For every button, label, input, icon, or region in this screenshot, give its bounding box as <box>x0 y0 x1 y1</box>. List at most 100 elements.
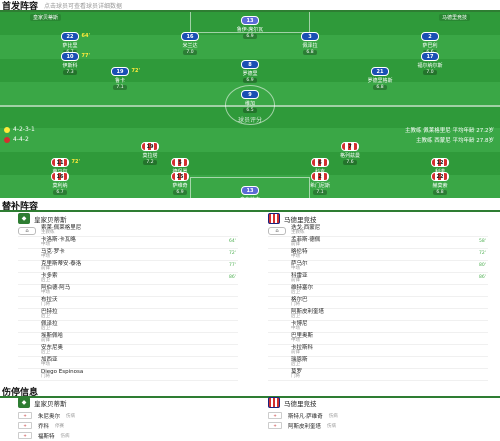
jersey-icon: 8 <box>241 60 259 69</box>
sub-player-row[interactable]: 23 Diego Espinosa 门将 <box>18 369 238 381</box>
sub-player-row[interactable]: 14 略伦特 中场 72' <box>268 249 488 261</box>
home-player[interactable]: 21 罗德里格斯 6.8 <box>345 67 415 90</box>
injury-reason: 伤病 <box>60 433 70 439</box>
sub-player-row[interactable]: 30 安东尼奥 后卫 <box>18 345 238 357</box>
away-team-label: 马德里竞技 <box>438 14 470 21</box>
sub-name: 萨乌尔 <box>291 260 308 267</box>
jersey-icon: 19 72' <box>111 67 140 76</box>
away-player[interactable]: 2 希门尼斯 7.1 <box>285 172 355 195</box>
sub-player-row[interactable]: 5 巴特拉 后卫 <box>18 309 238 321</box>
jersey-number: 19 <box>116 68 124 75</box>
injury-icon: + <box>18 432 32 439</box>
sub-number: 6 <box>25 275 29 282</box>
jersey-number: 8 <box>248 61 252 68</box>
sub-position: 中场 <box>291 266 300 271</box>
away-player[interactable]: 7 格列兹曼 7.6 <box>315 142 385 165</box>
away-formation: 4-4-2 <box>4 136 29 143</box>
home-player[interactable]: 17 福尔纳尔斯 7.0 <box>395 52 465 75</box>
player-rating: 7.1 <box>313 190 327 195</box>
sub-player-row[interactable]: 27 加西亚 中场 <box>18 357 238 369</box>
home-player[interactable]: 8 罗德里 6.9 <box>215 60 285 83</box>
sub-name-block: 科雷亚 前锋 <box>291 273 308 284</box>
home-player[interactable]: 9 维加 6.5 <box>215 90 285 113</box>
sub-player-row[interactable]: ⌂ 迭戈·西蒙尼 主教练 <box>268 225 488 237</box>
sub-number: 20 <box>273 287 281 294</box>
sub-name: 巴里奥斯 <box>291 332 314 339</box>
sub-player-row[interactable]: 21 卡拉斯科 前锋 <box>268 345 488 357</box>
sub-player-row[interactable]: 18 巴里奥斯 中场 <box>268 333 488 345</box>
sub-number: 1 <box>25 299 29 306</box>
sub-player-row[interactable]: 11 卡洛斯·卡瓦略 中场 64' <box>18 237 238 249</box>
injuries-home-team: 皇家贝蒂斯 <box>34 399 67 408</box>
jersey-number: 21 <box>376 68 384 75</box>
jersey-number: 17 <box>426 53 434 60</box>
jersey-icon: 19 <box>141 142 159 151</box>
sub-player-row[interactable]: 4 卡博尼 中场 <box>268 321 488 333</box>
sub-player-row[interactable]: ⌂ 索莱·佩莱格里尼 主教练 <box>18 225 238 237</box>
sub-player-row[interactable]: 9 孟菲斯·德佩 前锋 58' <box>268 237 488 249</box>
jersey-number: 2 <box>428 33 432 40</box>
sub-player-row[interactable]: 20 马克·罗卡 中场 72' <box>18 249 238 261</box>
subs-divider <box>0 210 500 212</box>
header-divider <box>0 10 500 12</box>
home-player[interactable]: 13 鲁伊·席尔瓦 6.9 <box>215 16 285 39</box>
player-rating: 7.2 <box>143 160 157 165</box>
away-player[interactable]: 22 赫莫索 6.8 <box>405 172 475 195</box>
sub-number: 14 <box>23 335 31 342</box>
sub-player-row[interactable]: 4 佩泽拉 后卫 <box>18 321 238 333</box>
player-rating: 6.5 <box>243 108 257 113</box>
sub-player-row[interactable]: 3 阿斯皮利奎塔 后卫 <box>268 309 488 321</box>
sub-position: 前锋 <box>41 266 50 271</box>
sub-name-block: 卡洛斯·卡瓦略 中场 <box>41 237 76 248</box>
sub-player-row[interactable]: 10 科雷亚 前锋 86' <box>268 273 488 285</box>
sub-player-row[interactable]: 1 格尔巴 门将 <box>268 297 488 309</box>
sub-player-row[interactable]: 23 瑞恩斯 后卫 <box>268 357 488 369</box>
player-rating: 6.9 <box>243 34 257 39</box>
sub-player-row[interactable]: 20 维特塞尔 后卫 <box>268 285 488 297</box>
player-name: 希门尼斯 <box>309 183 330 189</box>
player-name: 莫利纳 <box>52 183 68 189</box>
sub-position: 门将 <box>291 374 300 379</box>
sub-name-block: 阿伯德·阿马 中场 <box>41 285 70 296</box>
sub-position: 后卫 <box>41 314 50 319</box>
injury-row[interactable]: + 乔科 停赛 <box>18 420 64 431</box>
injury-row[interactable]: + 福斯特 伤病 <box>18 430 70 441</box>
sub-player-row[interactable]: 31 莫罗 门将 <box>268 369 488 381</box>
sub-number: 4 <box>275 323 279 330</box>
sub-position: 中场 <box>291 254 300 259</box>
player-rating: 7.6 <box>343 160 357 165</box>
sub-player-row[interactable]: 1 布拉沃 门将 <box>18 297 238 309</box>
away-player[interactable]: 19 莫拉塔 7.2 <box>115 142 185 165</box>
sub-off-icon: 72' <box>71 159 81 165</box>
player-name: 佩泽拉 <box>302 43 318 49</box>
jersey-icon: 6 <box>311 158 329 167</box>
sub-position: 门将 <box>41 302 50 307</box>
sub-off-icon: 77' <box>81 53 91 59</box>
injury-row[interactable]: + 朱尼奥尔 伤病 <box>18 410 75 421</box>
home-player[interactable]: 16 米兰达 7.0 <box>155 32 225 55</box>
subs-away-team: 马德里竞技 <box>284 215 317 224</box>
away-player[interactable]: 13奥布拉克7.4 <box>215 186 285 198</box>
sub-player-row[interactable]: 15 克里斯蒂安·泰洛 前锋 77' <box>18 261 238 273</box>
sub-player-row[interactable]: 6 卡多索 后卫 86' <box>18 273 238 285</box>
injury-icon: + <box>268 412 282 419</box>
coach-icon: ⌂ <box>18 226 36 235</box>
player-name: 萨巴利 <box>422 43 438 49</box>
sub-player-row[interactable]: 24 阿伯德·阿马 中场 <box>18 285 238 297</box>
injuries-home-header: ◆ 皇家贝蒂斯 <box>18 397 67 408</box>
home-player[interactable]: 3 佩泽拉 6.8 <box>275 32 345 55</box>
sub-player-row[interactable]: 14 埃斯佩哈 前锋 <box>18 333 238 345</box>
home-player[interactable]: 10 77' 伊斯科 7.3 <box>35 52 105 75</box>
player-name: 福尔纳尔斯 <box>417 63 443 69</box>
injury-row[interactable]: + 斯特凡·萨维奇 伤病 <box>268 410 338 421</box>
sub-player-row[interactable]: 8 萨乌尔 中场 80' <box>268 261 488 273</box>
home-player[interactable]: 19 72' 鲁卡 7.1 <box>85 67 155 90</box>
sub-number: 30 <box>23 347 31 354</box>
injury-row[interactable]: + 阿斯皮利奎塔 伤病 <box>268 420 336 431</box>
away-player[interactable]: 15 萨维奇 6.9 <box>145 172 215 195</box>
away-player[interactable]: 16 莫利纳 6.7 <box>25 172 95 195</box>
sub-name: 卡多索 <box>41 272 58 279</box>
player-name: 格列兹曼 <box>339 153 360 159</box>
home-team-label: 皇家贝蒂斯 <box>30 14 62 21</box>
sub-position: 中场 <box>291 338 300 343</box>
